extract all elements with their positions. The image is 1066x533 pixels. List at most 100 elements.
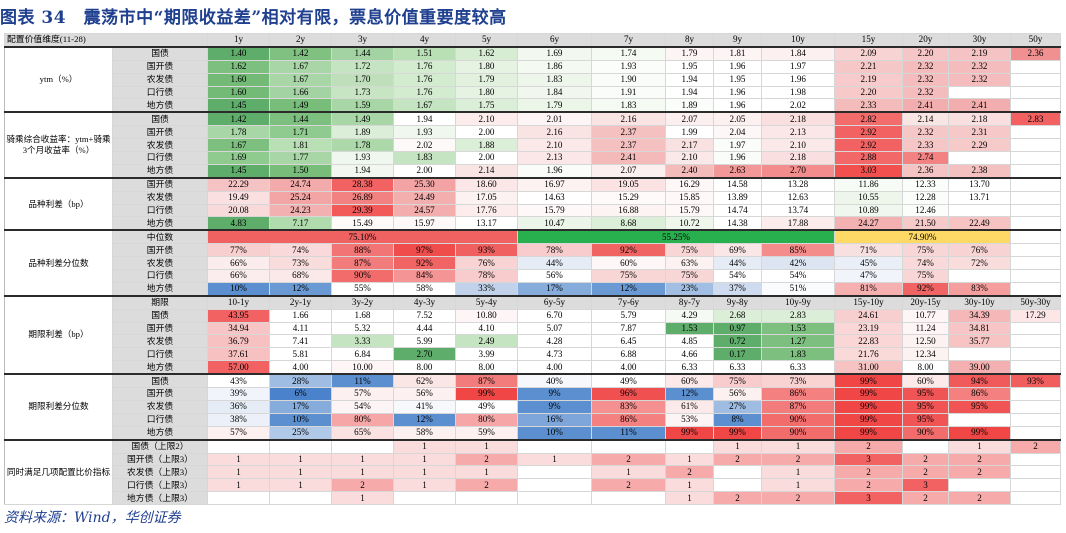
data-cell: 12.34	[902, 347, 949, 362]
data-cell: 17.29	[1010, 308, 1061, 323]
data-cell: 1.78	[207, 125, 270, 140]
data-cell	[331, 438, 394, 454]
data-cell: 1.89	[331, 125, 394, 140]
data-cell	[1010, 465, 1061, 480]
data-cell: 43.95	[207, 308, 270, 323]
data-cell: 4.29	[665, 308, 714, 323]
data-cell: 15.79	[665, 203, 714, 218]
data-cell: 21.50	[902, 216, 949, 231]
row-label: 国开债	[112, 321, 208, 336]
data-cell: 1.78	[331, 138, 394, 153]
data-cell: 71%	[834, 243, 903, 258]
data-cell: 2.09	[834, 45, 903, 61]
data-cell: 1.94	[665, 85, 714, 100]
data-cell: 10%	[517, 425, 592, 441]
data-cell: 10.00	[331, 360, 394, 375]
data-cell: 1	[269, 452, 332, 467]
data-cell: 86%	[948, 387, 1011, 401]
table-row: 农发债 66% 73% 87% 92% 76% 44% 60% 63% 44% 42% 45% 74% 7…	[5, 256, 1061, 271]
data-cell: 1.42	[207, 111, 270, 127]
data-cell: 1	[455, 465, 518, 480]
data-cell: 2.04	[713, 125, 762, 140]
table-row: 同时满足几项配置比价指标 国债（上限2） 1 1 1 1 2 1 2	[4, 438, 1061, 506]
data-cell: 1	[331, 465, 394, 480]
data-cell: 2.00	[393, 163, 456, 179]
term-header-row: 期限利差（bp） 期限 10-1y 2y-1y 3y-2y 4y-3y 5y-4y 6y-5y…	[4, 294, 1061, 375]
data-cell: 1	[207, 452, 270, 467]
column-header: 30y	[948, 32, 1011, 48]
data-cell: 56%	[393, 387, 456, 401]
data-cell: 2	[331, 478, 394, 493]
table-row: 口行债 1.69 1.77 1.93 1.83 2.00 2.13 2.41 2.10 1.96 2…	[5, 151, 1061, 165]
data-cell: 1.72	[331, 59, 394, 74]
row-label: 地方债	[112, 98, 208, 113]
row-label: 农发债	[112, 399, 208, 414]
data-cell: 12%	[665, 387, 714, 401]
data-cell: 22.29	[207, 176, 270, 192]
data-cell: 36%	[207, 399, 270, 414]
data-cell: 56%	[713, 387, 762, 401]
row-label: 国开债	[112, 125, 208, 140]
data-cell: 5.99	[393, 334, 456, 349]
data-cell: 1.86	[517, 59, 592, 74]
data-cell: 75%	[665, 269, 714, 283]
data-cell: 87%	[331, 256, 394, 271]
data-cell: 24.27	[834, 216, 903, 231]
data-cell: 8.68	[591, 216, 666, 231]
data-cell: 2.14	[455, 163, 518, 179]
data-cell: 13.89	[713, 190, 762, 205]
data-cell: 2.37	[591, 125, 666, 140]
data-cell	[1010, 216, 1061, 231]
data-cell: 2.83	[1010, 111, 1061, 127]
row-label: 农发债	[112, 190, 208, 205]
data-cell: 1.60	[207, 72, 270, 87]
data-cell: 8.00	[902, 360, 949, 375]
column-header: 15y	[834, 32, 903, 48]
data-cell: 1	[393, 465, 456, 480]
data-cell: 1.94	[331, 163, 394, 179]
data-cell: 60%	[902, 373, 949, 389]
data-cell: 39%	[207, 387, 270, 401]
data-cell: 3	[834, 452, 903, 467]
data-cell: 1.75	[455, 98, 518, 113]
data-cell: 84%	[393, 269, 456, 283]
data-cell: 92%	[393, 256, 456, 271]
data-cell: 2.74	[902, 151, 949, 165]
data-cell: 25%	[269, 425, 332, 441]
row-label: 期限	[112, 294, 208, 310]
table-row: 期限利差分位数 国债 43% 28% 11% 62% 87% 40% 49% 60% 75% 73% 9…	[4, 373, 1061, 441]
data-cell: 4.66	[665, 347, 714, 362]
data-cell: 27%	[713, 399, 762, 414]
data-cell: 2.36	[1010, 45, 1061, 61]
data-cell	[948, 478, 1011, 493]
data-cell: 1	[761, 438, 835, 454]
column-header: 10y-9y	[761, 294, 835, 310]
data-cell: 43%	[207, 373, 270, 389]
column-header: 8y-7y	[665, 294, 714, 310]
row-label: 口行债	[112, 269, 208, 283]
data-cell: 1.62	[455, 45, 518, 61]
column-header: 2y	[269, 32, 332, 48]
row-label: 中位数	[112, 229, 208, 245]
table-row: 口行债 1.60 1.66 1.73 1.76 1.80 1.84 1.91 1.94 1.96 1…	[5, 85, 1061, 100]
data-cell: 2	[834, 465, 903, 480]
data-cell: 2.02	[761, 98, 835, 113]
data-cell: 2.10	[455, 111, 518, 127]
column-header: 6y	[517, 32, 592, 48]
data-cell	[902, 438, 949, 454]
table-row: 农发债 1.60 1.67 1.70 1.76 1.79 1.83 1.90 1.94 1.95 1…	[5, 72, 1061, 87]
data-cell: 12.28	[902, 190, 949, 205]
data-cell: 2.83	[761, 308, 835, 323]
data-cell	[1010, 452, 1061, 467]
table-row: 国开债 1.78 1.71 1.89 1.93 2.00 2.16 2.37 1.99 2.04 2…	[5, 125, 1061, 140]
data-cell: 2	[761, 452, 835, 467]
data-cell: 4.10	[455, 321, 518, 336]
data-cell: 10.55	[834, 190, 903, 205]
data-cell: 1	[517, 452, 592, 467]
median-row: 品种利差分位数 中位数 75.10% 55.25% 74.90%	[4, 229, 1061, 297]
data-cell: 2.92	[834, 125, 903, 140]
data-cell: 83%	[591, 399, 666, 414]
data-cell: 86%	[591, 412, 666, 427]
data-cell: 11%	[591, 425, 666, 441]
data-cell: 37.61	[207, 347, 270, 362]
